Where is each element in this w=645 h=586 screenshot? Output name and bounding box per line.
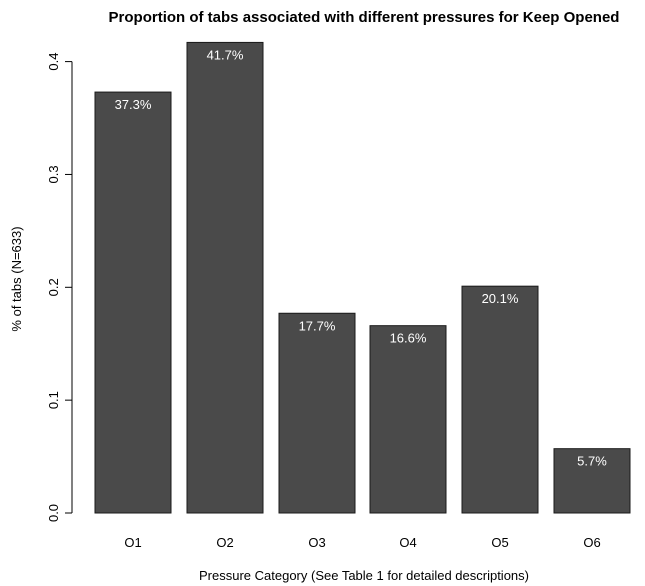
x-tick-label: O4 — [399, 535, 416, 550]
y-tick-label: 0.1 — [46, 391, 61, 409]
data-label: 17.7% — [299, 318, 336, 333]
y-tick-label: 0.4 — [46, 53, 61, 71]
y-tick-label: 0.2 — [46, 278, 61, 296]
x-tick-label: O6 — [583, 535, 600, 550]
bar-o5 — [461, 285, 539, 514]
bar-o1 — [94, 91, 172, 514]
data-label: 5.7% — [577, 454, 607, 469]
y-tick-label: 0.3 — [46, 165, 61, 183]
data-label: 16.6% — [390, 331, 427, 346]
x-tick-label: O2 — [216, 535, 233, 550]
x-tick-label: O1 — [124, 535, 141, 550]
data-label: 20.1% — [482, 291, 519, 306]
bar-o3 — [278, 312, 356, 514]
bar-o2 — [186, 41, 264, 514]
bars: 37.3% 41.7% 17.7% 16.6% 20.1% 5.7% — [94, 41, 631, 514]
data-label: 41.7% — [207, 47, 244, 62]
bar-o4 — [369, 325, 447, 514]
data-label: 37.3% — [115, 97, 152, 112]
bar-o6 — [553, 448, 631, 514]
x-axis-label: Pressure Category (See Table 1 for detai… — [199, 568, 529, 583]
y-axis: 0.0 0.1 0.2 0.3 0.4 — [46, 53, 73, 522]
y-axis-label: % of tabs (N=633) — [9, 226, 24, 331]
x-axis-tick-labels: O1 O2 O3 O4 O5 O6 — [124, 535, 600, 550]
y-tick-label: 0.0 — [46, 504, 61, 522]
chart-title: Proportion of tabs associated with diffe… — [109, 9, 620, 26]
x-tick-label: O5 — [491, 535, 508, 550]
x-tick-label: O3 — [308, 535, 325, 550]
